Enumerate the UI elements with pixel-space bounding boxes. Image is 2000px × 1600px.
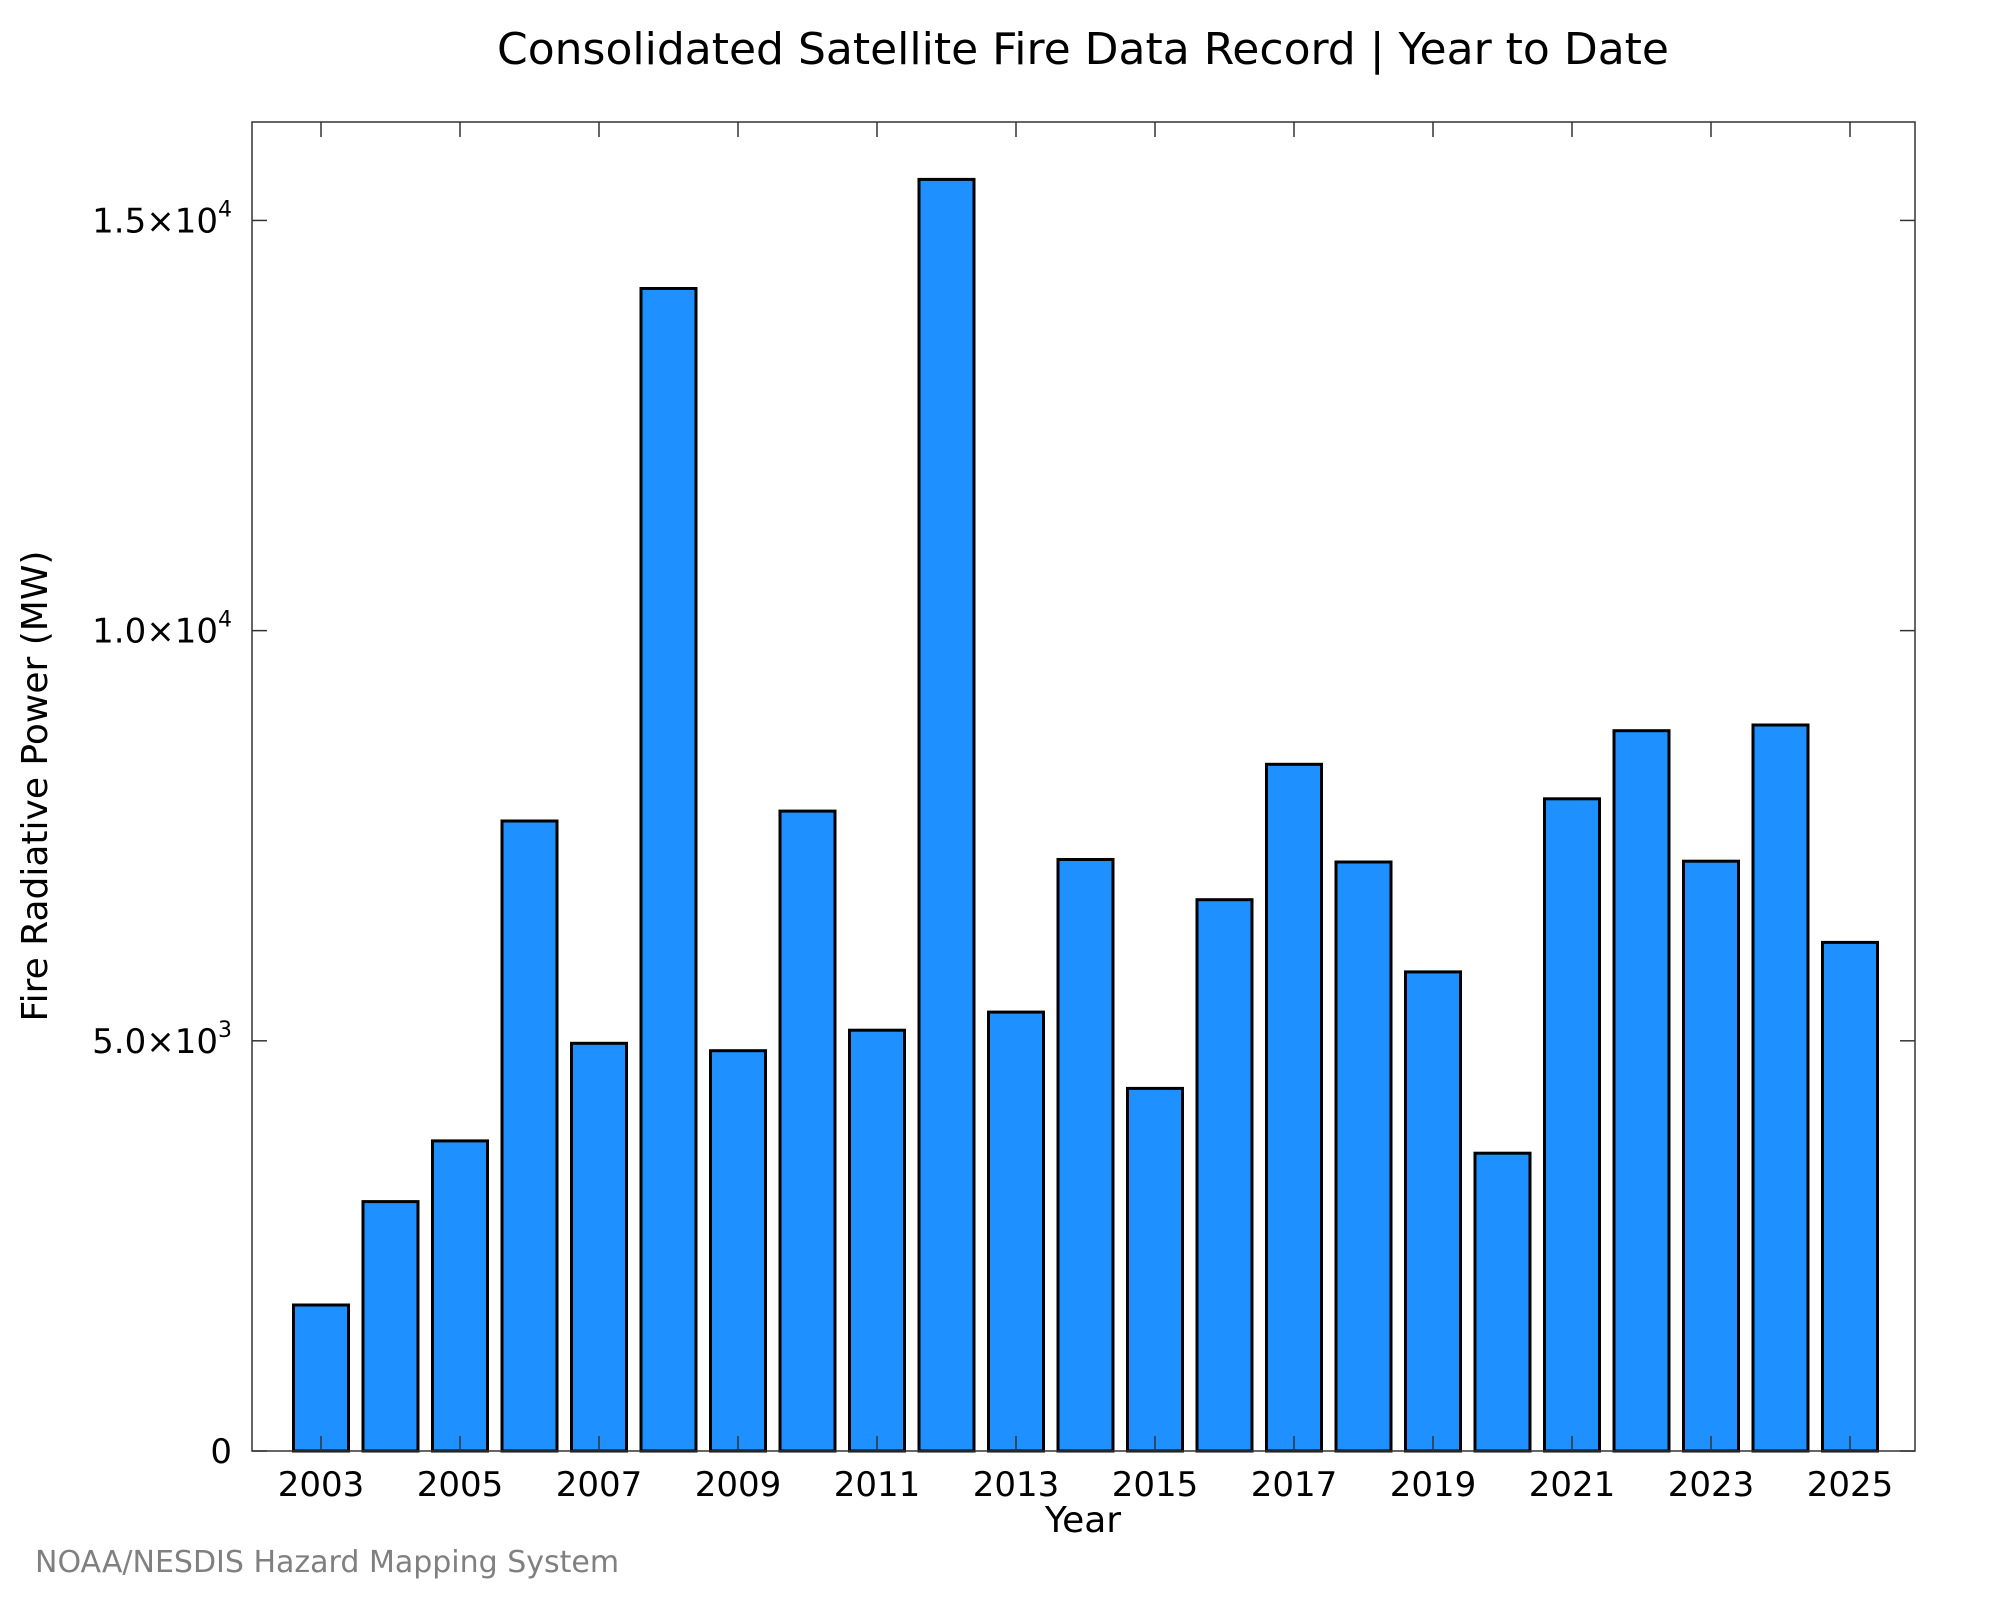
- bar-2023: [1682, 859, 1740, 1453]
- ticks-group: [252, 122, 1915, 1452]
- bar-2025: [1821, 940, 1879, 1453]
- bar-2013: [987, 1010, 1045, 1453]
- bar-2011: [848, 1028, 906, 1453]
- bar-2024: [1751, 723, 1810, 1453]
- x-tick-label-2007: 2007: [556, 1465, 643, 1505]
- y-tick-labels: 0 5.0×103 1.0×104 1.5×104: [92, 197, 232, 1472]
- bar-2014: [1056, 858, 1115, 1453]
- y-tick-label-15000: 1.5×104: [92, 197, 232, 241]
- plot-frame: [251, 121, 1916, 1452]
- bar-2007: [570, 1041, 628, 1453]
- x-tick-label-2023: 2023: [1668, 1465, 1755, 1505]
- bar-2018: [1334, 860, 1393, 1453]
- x-axis-label: Year: [1044, 1500, 1121, 1541]
- bar-2022: [1612, 729, 1671, 1453]
- bar-2003: [292, 1303, 350, 1453]
- x-tick-label-2009: 2009: [695, 1465, 782, 1505]
- bar-2017: [1265, 762, 1323, 1453]
- bars-group: [292, 177, 1879, 1453]
- credit-text: NOAA/NESDIS Hazard Mapping System: [35, 1545, 619, 1580]
- y-tick-label-5000: 5.0×103: [92, 1018, 232, 1062]
- x-tick-label-2013: 2013: [973, 1465, 1060, 1505]
- x-tick-label-2017: 2017: [1251, 1465, 1338, 1505]
- bar-2009: [709, 1049, 767, 1453]
- x-tick-label-2011: 2011: [834, 1465, 921, 1505]
- x-tick-label-2003: 2003: [278, 1465, 365, 1505]
- bar-2019: [1404, 970, 1462, 1453]
- bar-2006: [500, 819, 559, 1453]
- chart-title: Consolidated Satellite Fire Data Record …: [497, 24, 1669, 75]
- y-tick-label-0: 0: [210, 1432, 232, 1472]
- bar-2016: [1195, 898, 1254, 1453]
- bar-2008: [639, 287, 698, 1453]
- x-tick-label-2021: 2021: [1529, 1465, 1616, 1505]
- bar-2020: [1473, 1151, 1532, 1453]
- bar-2005: [431, 1139, 489, 1453]
- y-tick-label-10000: 1.0×104: [92, 608, 232, 652]
- bar-2015: [1126, 1086, 1184, 1453]
- bar-2012: [917, 177, 976, 1453]
- bar-2010: [778, 809, 837, 1453]
- x-tick-label-2005: 2005: [417, 1465, 504, 1505]
- x-tick-label-2025: 2025: [1807, 1465, 1894, 1505]
- bar-2021: [1543, 797, 1601, 1453]
- y-axis-label: Fire Radiative Power (MW): [15, 551, 56, 1022]
- x-tick-label-2015: 2015: [1112, 1465, 1199, 1505]
- x-tick-labels: 2003 2005 2007 2009 2011 2013 2015 2017 2019 2021…: [278, 1465, 1894, 1505]
- x-tick-label-2019: 2019: [1390, 1465, 1477, 1505]
- bar-2004: [361, 1200, 420, 1453]
